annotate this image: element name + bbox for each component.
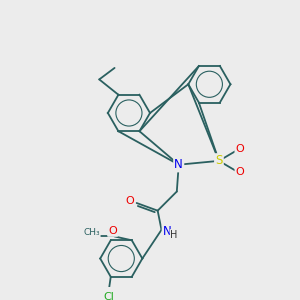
Text: O: O xyxy=(236,144,244,154)
Text: CH₃: CH₃ xyxy=(83,228,100,237)
Text: S: S xyxy=(215,154,223,167)
Text: N: N xyxy=(163,225,172,238)
Text: O: O xyxy=(236,167,244,177)
Text: Cl: Cl xyxy=(103,292,114,300)
Text: O: O xyxy=(125,196,134,206)
Text: H: H xyxy=(170,230,178,240)
Text: N: N xyxy=(174,158,183,171)
Text: O: O xyxy=(108,226,117,236)
